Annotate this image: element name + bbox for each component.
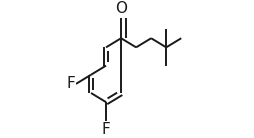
Text: F: F (102, 122, 110, 137)
Text: F: F (66, 76, 75, 91)
Text: O: O (115, 1, 127, 16)
